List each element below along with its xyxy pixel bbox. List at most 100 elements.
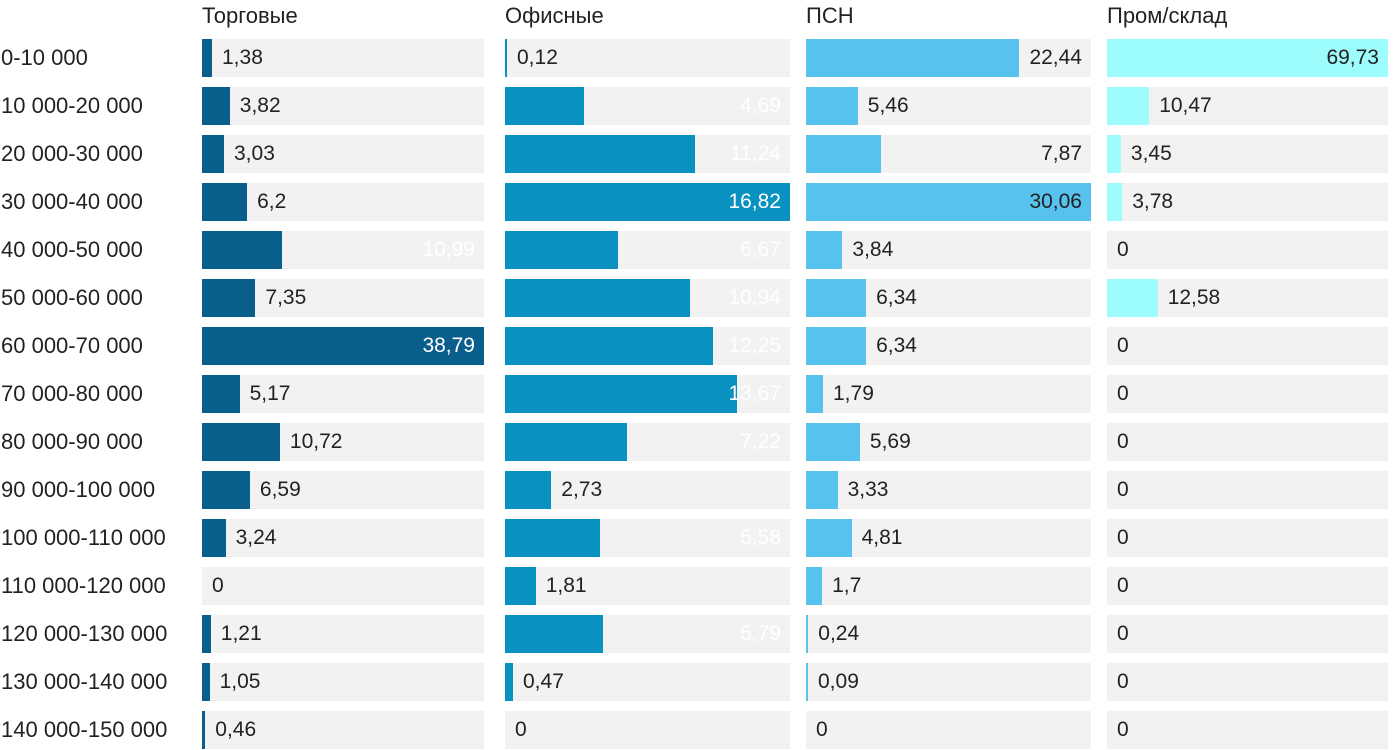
- bar-track: 6,34: [806, 279, 1091, 317]
- bar: [202, 471, 250, 509]
- value-label: 22,44: [1029, 46, 1082, 69]
- value-label: 5,58: [740, 526, 781, 549]
- value-label: 0: [1117, 478, 1129, 501]
- bar-track: 0: [1107, 231, 1388, 269]
- value-label: 12,58: [1167, 286, 1221, 309]
- bar: [806, 663, 808, 701]
- bar-track: 11,24: [505, 135, 790, 173]
- bar: [806, 567, 823, 605]
- bar-track: 0: [202, 567, 484, 605]
- column-header: Пром/склад: [1107, 3, 1228, 28]
- bar: [505, 423, 628, 461]
- bar: [202, 375, 240, 413]
- bar: [1107, 183, 1123, 221]
- value-label: 0,12: [517, 46, 558, 69]
- chart-row: 90 000-100 000 6,59 2,73 3,33 0: [0, 471, 1400, 509]
- value-label: 1,81: [545, 574, 587, 597]
- value-label: 0: [1117, 382, 1129, 405]
- bar: [505, 375, 737, 413]
- bar-track: 1,7: [806, 567, 1091, 605]
- bar: [806, 135, 881, 173]
- bar: [806, 471, 838, 509]
- value-label: 6,59: [259, 478, 301, 501]
- value-label: 10,47: [1159, 94, 1212, 117]
- bar-track: 22,44: [806, 39, 1091, 77]
- chart-row: 140 000-150 000 0,46 0 0 0: [0, 711, 1400, 749]
- bar-track: 4,81: [806, 519, 1091, 557]
- bar-track: 0: [1107, 423, 1388, 461]
- bar: [806, 39, 1019, 77]
- bar-track: 3,45: [1107, 135, 1388, 173]
- value-label: 1,21: [220, 622, 262, 645]
- value-label: 3,82: [239, 94, 281, 117]
- value-label: 1,38: [222, 46, 263, 69]
- bar: [505, 471, 552, 509]
- bar: [505, 615, 604, 653]
- value-label: 10,72: [289, 430, 343, 453]
- bar: [806, 375, 823, 413]
- bar-track: 10,47: [1107, 87, 1388, 125]
- value-label: 7,22: [740, 430, 781, 453]
- bar-track: 16,82: [505, 183, 790, 221]
- column-header: ПСН: [806, 3, 854, 28]
- category-label: 80 000-90 000: [1, 429, 143, 454]
- category-label: 120 000-130 000: [1, 621, 168, 646]
- bar: [505, 279, 691, 317]
- value-label: 3,03: [234, 142, 275, 165]
- bar-track: 1,05: [202, 663, 484, 701]
- value-label: 10,94: [728, 286, 781, 309]
- bar-track: 38,79: [202, 327, 484, 365]
- bar-track: 3,03: [202, 135, 484, 173]
- bar-track: 5,46: [806, 87, 1091, 125]
- bar-track: 0: [806, 711, 1091, 749]
- chart-row: 80 000-90 000 10,72 7,22 5,69 0: [0, 423, 1400, 461]
- bar-track: 5,17: [202, 375, 484, 413]
- value-label: 0: [1117, 622, 1129, 645]
- bar: [1107, 279, 1158, 317]
- bar-track: 0: [1107, 567, 1388, 605]
- category-label: 70 000-80 000: [1, 381, 143, 406]
- value-label: 0: [212, 574, 224, 597]
- bar: [202, 615, 211, 653]
- bar-track: 3,84: [806, 231, 1091, 269]
- value-label: 0: [1117, 574, 1129, 597]
- value-label: 6,2: [257, 190, 287, 213]
- bar: [202, 519, 226, 557]
- bar-track: 7,87: [806, 135, 1091, 173]
- bar-track: 13,67: [505, 375, 790, 413]
- value-label: 0: [1117, 430, 1129, 453]
- category-label: 50 000-60 000: [1, 285, 143, 310]
- bar-track: 0,46: [202, 711, 484, 749]
- bar: [202, 279, 256, 317]
- bar: [505, 87, 585, 125]
- bar-track: 69,73: [1107, 39, 1388, 77]
- value-label: 0,47: [523, 670, 564, 693]
- column-header: Офисные: [505, 3, 604, 28]
- bar-track: 6,34: [806, 327, 1091, 365]
- value-label: 38,79: [422, 334, 475, 357]
- value-label: 3,84: [852, 238, 894, 261]
- value-label: 0: [1117, 334, 1129, 357]
- bar: [505, 567, 536, 605]
- bar-track: 10,99: [202, 231, 484, 269]
- bar-track: 0,24: [806, 615, 1091, 653]
- value-label: 1,05: [219, 670, 261, 693]
- category-label: 30 000-40 000: [1, 189, 143, 214]
- bar: [806, 519, 852, 557]
- bar-track: 0,12: [505, 39, 790, 77]
- category-label: 130 000-140 000: [1, 669, 168, 694]
- chart-row: 60 000-70 000 38,79 12,25 6,34 0: [0, 327, 1400, 365]
- bar-track: 0: [1107, 663, 1388, 701]
- bar-track: 3,24: [202, 519, 484, 557]
- chart-row: 20 000-30 000 3,03 11,24 7,87 3,45: [0, 135, 1400, 173]
- value-label: 5,17: [249, 382, 291, 405]
- bar-track: 0: [1107, 327, 1388, 365]
- bar-track: 0,09: [806, 663, 1091, 701]
- chart-rows: 0-10 000 1,38 0,12 22,44 69,73 10 000-20 000 3…: [0, 39, 1400, 749]
- bar: [1107, 39, 1388, 77]
- bar-track: 0: [505, 711, 790, 749]
- bar: [806, 327, 867, 365]
- chart-row: 50 000-60 000 7,35 10,94 6,34 12,58: [0, 279, 1400, 317]
- bar: [505, 519, 600, 557]
